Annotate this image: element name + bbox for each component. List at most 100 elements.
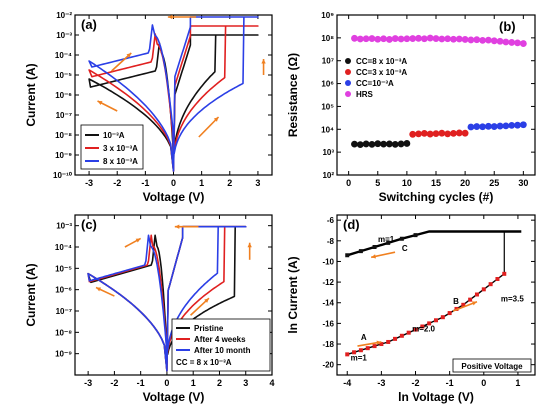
hrs-data-point <box>434 318 438 323</box>
y-tick-label: -6 <box>327 216 335 225</box>
y-axis-label: ln Current (A) <box>286 256 300 333</box>
data-point-2 <box>519 121 527 129</box>
data-point-3 <box>485 36 492 44</box>
y-tick-label: -14 <box>322 299 334 308</box>
series-line-2 <box>88 16 259 172</box>
x-tick-label: 3 <box>243 378 248 388</box>
legend-label-1: 3 x 10⁻³A <box>103 144 138 153</box>
data-point-3 <box>386 36 393 43</box>
y-tick-label: 10⁻⁵ <box>55 264 72 273</box>
data-point-3 <box>455 35 463 43</box>
direction-arrow-head <box>135 238 141 243</box>
data-point-3 <box>444 35 452 43</box>
direction-arrow-head <box>167 14 173 20</box>
lrs-data-point <box>345 253 350 258</box>
data-point-0 <box>374 140 382 148</box>
y-tick-label: 10⁻⁶ <box>55 91 72 100</box>
x-tick-label: 0 <box>164 378 169 388</box>
x-tick-label: 5 <box>375 178 380 188</box>
y-tick-label: -16 <box>322 319 334 328</box>
hrs-data-point <box>372 344 377 349</box>
legend-label-2: 8 x 10⁻³A <box>103 157 138 166</box>
x-tick-label: 3 <box>255 178 260 188</box>
panel-label: (b) <box>499 19 516 34</box>
data-point-2 <box>473 123 481 130</box>
legend-marker-1 <box>345 69 351 75</box>
data-point-1 <box>455 129 463 137</box>
data-point-0 <box>391 140 399 148</box>
legend-label-2: After 10 month <box>194 346 251 355</box>
plot-frame <box>74 214 273 376</box>
hrs-data-point <box>413 327 418 332</box>
data-point-0 <box>397 140 405 148</box>
data-point-3 <box>415 34 422 42</box>
y-tick-label: 10⁻⁴ <box>55 243 72 252</box>
data-point-2 <box>508 122 516 129</box>
y-tick-label: 10⁻⁴ <box>55 51 72 60</box>
lrs-data-point <box>358 249 363 254</box>
x-tick-label: 30 <box>518 178 528 188</box>
hrs-data-point <box>345 352 350 357</box>
hrs-data-point <box>427 321 432 326</box>
direction-arrow-head <box>174 224 180 229</box>
panel-label: (d) <box>343 217 360 232</box>
x-tick-label: 0 <box>171 178 176 188</box>
data-point-2 <box>490 123 498 130</box>
legend-box <box>452 358 532 373</box>
x-tick-label: 2 <box>217 378 222 388</box>
x-axis-label: Voltage (V) <box>143 390 205 404</box>
lrs-data-point <box>386 240 391 245</box>
data-point-2 <box>467 123 475 131</box>
legend-label-1: After 4 weeks <box>194 335 246 344</box>
data-point-3 <box>391 35 399 42</box>
hrs-data-point <box>447 311 452 316</box>
legend-marker-3 <box>345 91 351 97</box>
x-tick-label: 1 <box>199 178 204 188</box>
data-point-3 <box>473 36 481 44</box>
y-tick-label: 10⁵ <box>321 102 334 111</box>
data-point-3 <box>409 35 417 42</box>
y-axis-label: Current (A) <box>24 263 38 326</box>
panel-a: -3 -2 -1 0 1 2 3 10⁻¹⁰ 10⁻⁹ 10⁻⁸ 10⁻⁷ 10⁻⁶ 10⁻⁵ 10⁻⁴ 1… <box>24 11 273 204</box>
panel-c: -3 -2 -1 0 1 2 3 4 10⁻⁹ 10⁻⁸ 10⁻⁷ 10⁻⁶ 10⁻⁵ 10⁻⁴ 10⁻³ V… <box>24 214 275 404</box>
x-tick-label: -4 <box>343 378 351 388</box>
hrs-data-point <box>420 324 425 329</box>
legend-note: CC = 8 x 10⁻³A <box>176 358 232 367</box>
x-tick-label: -2 <box>110 378 118 388</box>
direction-arrow-head <box>247 242 252 248</box>
y-tick-label: 10⁻² <box>56 11 72 20</box>
direction-arrow-head <box>471 301 477 306</box>
data-point-2 <box>479 123 486 131</box>
direction-arrow-head <box>204 298 209 303</box>
data-point-3 <box>351 34 358 42</box>
data-point-3 <box>374 35 382 43</box>
data-point-3 <box>368 35 376 42</box>
data-point-3 <box>514 39 521 47</box>
y-tick-label: -20 <box>322 361 334 370</box>
y-tick-label: 10³ <box>322 148 334 157</box>
y-tick-label: 10⁻⁸ <box>55 328 72 337</box>
data-point-3 <box>490 37 498 45</box>
data-point-3 <box>403 35 411 43</box>
y-tick-label: 10⁻⁶ <box>55 286 72 295</box>
x-tick-label: 0 <box>481 378 486 388</box>
data-point-3 <box>432 35 440 42</box>
data-point-3 <box>450 35 457 43</box>
x-tick-label: -3 <box>377 378 385 388</box>
hrs-data-point <box>502 271 507 276</box>
hrs-data-point <box>393 336 398 341</box>
hrs-data-point <box>352 350 357 355</box>
lrs-data-point <box>372 245 377 249</box>
data-point-3 <box>502 38 510 46</box>
x-tick-label: -2 <box>113 178 121 188</box>
data-point-3 <box>362 35 370 43</box>
x-tick-label: 10 <box>402 178 412 188</box>
hrs-data-point <box>406 330 411 335</box>
slope-label: m=3.5 <box>501 295 524 304</box>
hrs-data-point <box>468 297 473 302</box>
data-point-0 <box>386 140 393 148</box>
hrs-data-point <box>399 333 404 338</box>
x-axis-label: Voltage (V) <box>143 190 205 204</box>
panel-b: 0 5 10 15 20 25 30 10² 10³ 10⁴ 10⁵ 10⁶ 10⁷ 10⁸ 10⁹ Swit… <box>286 11 536 204</box>
